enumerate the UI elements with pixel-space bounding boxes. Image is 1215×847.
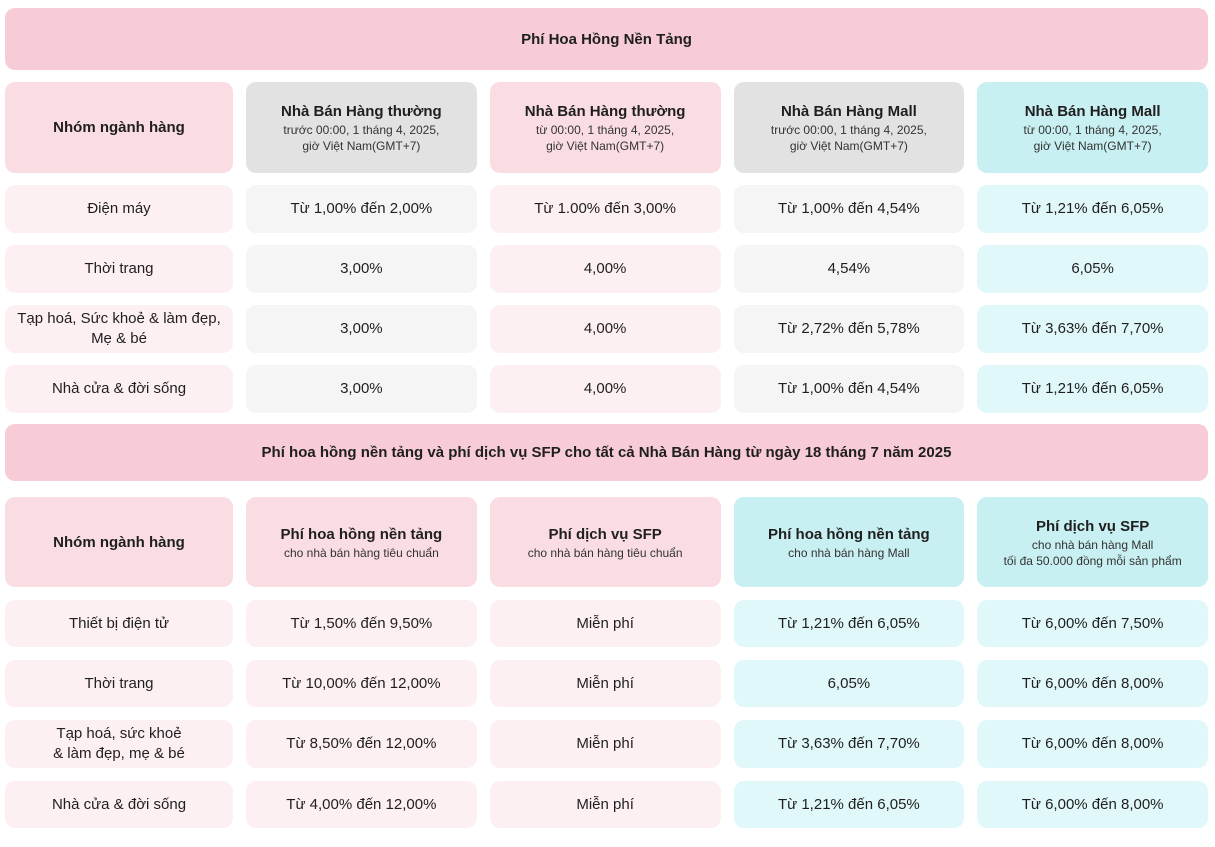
value-cell: Từ 1,21% đến 6,05%: [733, 600, 965, 647]
column-header-subtitle: giờ Việt Nam(GMT+7): [1033, 139, 1152, 153]
column-header-mall-seller-after: Nhà Bán Hàng Mall từ 00:00, 1 tháng 4, 2…: [977, 82, 1208, 173]
value-cell: Từ 8,50% đến 12,00%: [246, 720, 477, 768]
column-header-title: Nhà Bán Hàng thường: [524, 103, 686, 120]
category-cell: Thời trang: [5, 245, 233, 293]
column-header-category: Nhóm ngành hàng: [5, 82, 233, 173]
fee-tables-page: Phí Hoa Hồng Nền Tảng Nhóm ngành hàng Nh…: [5, 8, 1208, 828]
value-cell: Từ 4,00% đến 12,00%: [246, 781, 477, 828]
column-header-title: Phí hoa hồng nền tảng: [768, 525, 930, 543]
table1-banner: Phí Hoa Hồng Nền Tảng: [5, 8, 1208, 70]
column-header-title: Nhóm ngành hàng: [53, 533, 185, 551]
value-cell: Từ 1,00% đến 4,54%: [733, 365, 965, 413]
value-cell: Miễn phí: [489, 781, 721, 828]
value-cell: Từ 3,63% đến 7,70%: [977, 305, 1208, 353]
column-header-subtitle: cho nhà bán hàng tiêu chuẩn: [283, 545, 439, 560]
value-cell: 3,00%: [246, 365, 477, 413]
value-cell: Từ 6,00% đến 8,00%: [977, 720, 1208, 768]
column-header-subtitle: từ 00:00, 1 tháng 4, 2025,: [536, 123, 675, 137]
column-header-subtitle: cho nhà bán hàng Mall: [788, 545, 910, 560]
category-cell: Điện máy: [5, 185, 233, 233]
value-cell: 4,00%: [489, 305, 721, 353]
category-cell: Nhà cửa & đời sống: [5, 781, 233, 828]
commission-sfp-table-2: Nhóm ngành hàng Phí hoa hồng nền tảng ch…: [5, 497, 1208, 828]
value-cell: 3,00%: [246, 245, 477, 293]
column-header-title: Phí hoa hồng nền tảng: [280, 525, 443, 543]
column-header-sfp-mall: Phí dịch vụ SFP cho nhà bán hàng Mall tố…: [977, 497, 1208, 587]
category-cell: Thiết bị điện tử: [5, 600, 233, 647]
column-header-commission-standard: Phí hoa hồng nền tảng cho nhà bán hàng t…: [246, 497, 477, 587]
value-cell: Từ 10,00% đến 12,00%: [246, 660, 477, 707]
value-cell: Miễn phí: [489, 720, 721, 768]
value-cell: 4,54%: [733, 245, 965, 293]
column-header-subtitle: tối đa 50.000 đồng mỗi sản phẩm: [1003, 553, 1182, 568]
column-header-title: Nhà Bán Hàng Mall: [1024, 103, 1161, 120]
value-cell: Từ 1,00% đến 4,54%: [733, 185, 965, 233]
value-cell: Từ 6,00% đến 8,00%: [977, 781, 1208, 828]
value-cell: 6,05%: [977, 245, 1208, 293]
column-header-normal-seller-after: Nhà Bán Hàng thường từ 00:00, 1 tháng 4,…: [489, 82, 721, 173]
table1-title: Phí Hoa Hồng Nền Tảng: [521, 30, 692, 48]
value-cell: Từ 1.00% đến 3,00%: [489, 185, 721, 233]
column-header-subtitle: cho nhà bán hàng tiêu chuẩn: [527, 545, 683, 560]
value-cell: Miễn phí: [489, 660, 721, 707]
column-header-subtitle: giờ Việt Nam(GMT+7): [789, 139, 908, 153]
column-header-subtitle: cho nhà bán hàng Mall: [1031, 537, 1154, 552]
column-header-title: Nhà Bán Hàng Mall: [780, 103, 917, 120]
category-cell: Tạp hoá, sức khoẻ & làm đẹp, mẹ & bé: [5, 720, 233, 768]
category-cell: Nhà cửa & đời sống: [5, 365, 233, 413]
column-header-subtitle: trước 00:00, 1 tháng 4, 2025,: [283, 123, 440, 137]
value-cell: Miễn phí: [489, 600, 721, 647]
column-header-subtitle: từ 00:00, 1 tháng 4, 2025,: [1023, 123, 1162, 137]
column-header-subtitle: giờ Việt Nam(GMT+7): [546, 139, 665, 153]
table2-banner: Phí hoa hồng nền tảng và phí dịch vụ SFP…: [5, 424, 1208, 481]
value-cell: Từ 6,00% đến 7,50%: [977, 600, 1208, 647]
value-cell: 6,05%: [733, 660, 965, 707]
value-cell: 4,00%: [489, 245, 721, 293]
column-header-subtitle: giờ Việt Nam(GMT+7): [302, 139, 421, 153]
table2-title: Phí hoa hồng nền tảng và phí dịch vụ SFP…: [261, 444, 952, 461]
column-header-title: Nhóm ngành hàng: [53, 119, 185, 136]
column-header-sfp-standard: Phí dịch vụ SFP cho nhà bán hàng tiêu ch…: [489, 497, 721, 587]
column-header-normal-seller-before: Nhà Bán Hàng thường trước 00:00, 1 tháng…: [246, 82, 477, 173]
value-cell: 4,00%: [489, 365, 721, 413]
column-header-title: Nhà Bán Hàng thường: [281, 103, 442, 120]
value-cell: 3,00%: [246, 305, 477, 353]
value-cell: Từ 1,21% đến 6,05%: [733, 781, 965, 828]
value-cell: Từ 3,63% đến 7,70%: [733, 720, 965, 768]
value-cell: Từ 1,50% đến 9,50%: [246, 600, 477, 647]
column-header-title: Phí dịch vụ SFP: [1035, 517, 1150, 535]
value-cell: Từ 1,21% đến 6,05%: [977, 365, 1208, 413]
value-cell: Từ 6,00% đến 8,00%: [977, 660, 1208, 707]
category-cell: Tạp hoá, Sức khoẻ & làm đẹp, Mẹ & bé: [5, 305, 233, 353]
value-cell: Từ 1,21% đến 6,05%: [977, 185, 1208, 233]
column-header-subtitle: trước 00:00, 1 tháng 4, 2025,: [770, 123, 927, 137]
column-header-category: Nhóm ngành hàng: [5, 497, 233, 587]
commission-table-1: Nhóm ngành hàng Nhà Bán Hàng thường trướ…: [5, 82, 1208, 413]
category-cell: Thời trang: [5, 660, 233, 707]
column-header-title: Phí dịch vụ SFP: [548, 525, 662, 543]
column-header-commission-mall: Phí hoa hồng nền tảng cho nhà bán hàng M…: [733, 497, 965, 587]
value-cell: Từ 2,72% đến 5,78%: [733, 305, 965, 353]
value-cell: Từ 1,00% đến 2,00%: [246, 185, 477, 233]
column-header-mall-seller-before: Nhà Bán Hàng Mall trước 00:00, 1 tháng 4…: [733, 82, 965, 173]
